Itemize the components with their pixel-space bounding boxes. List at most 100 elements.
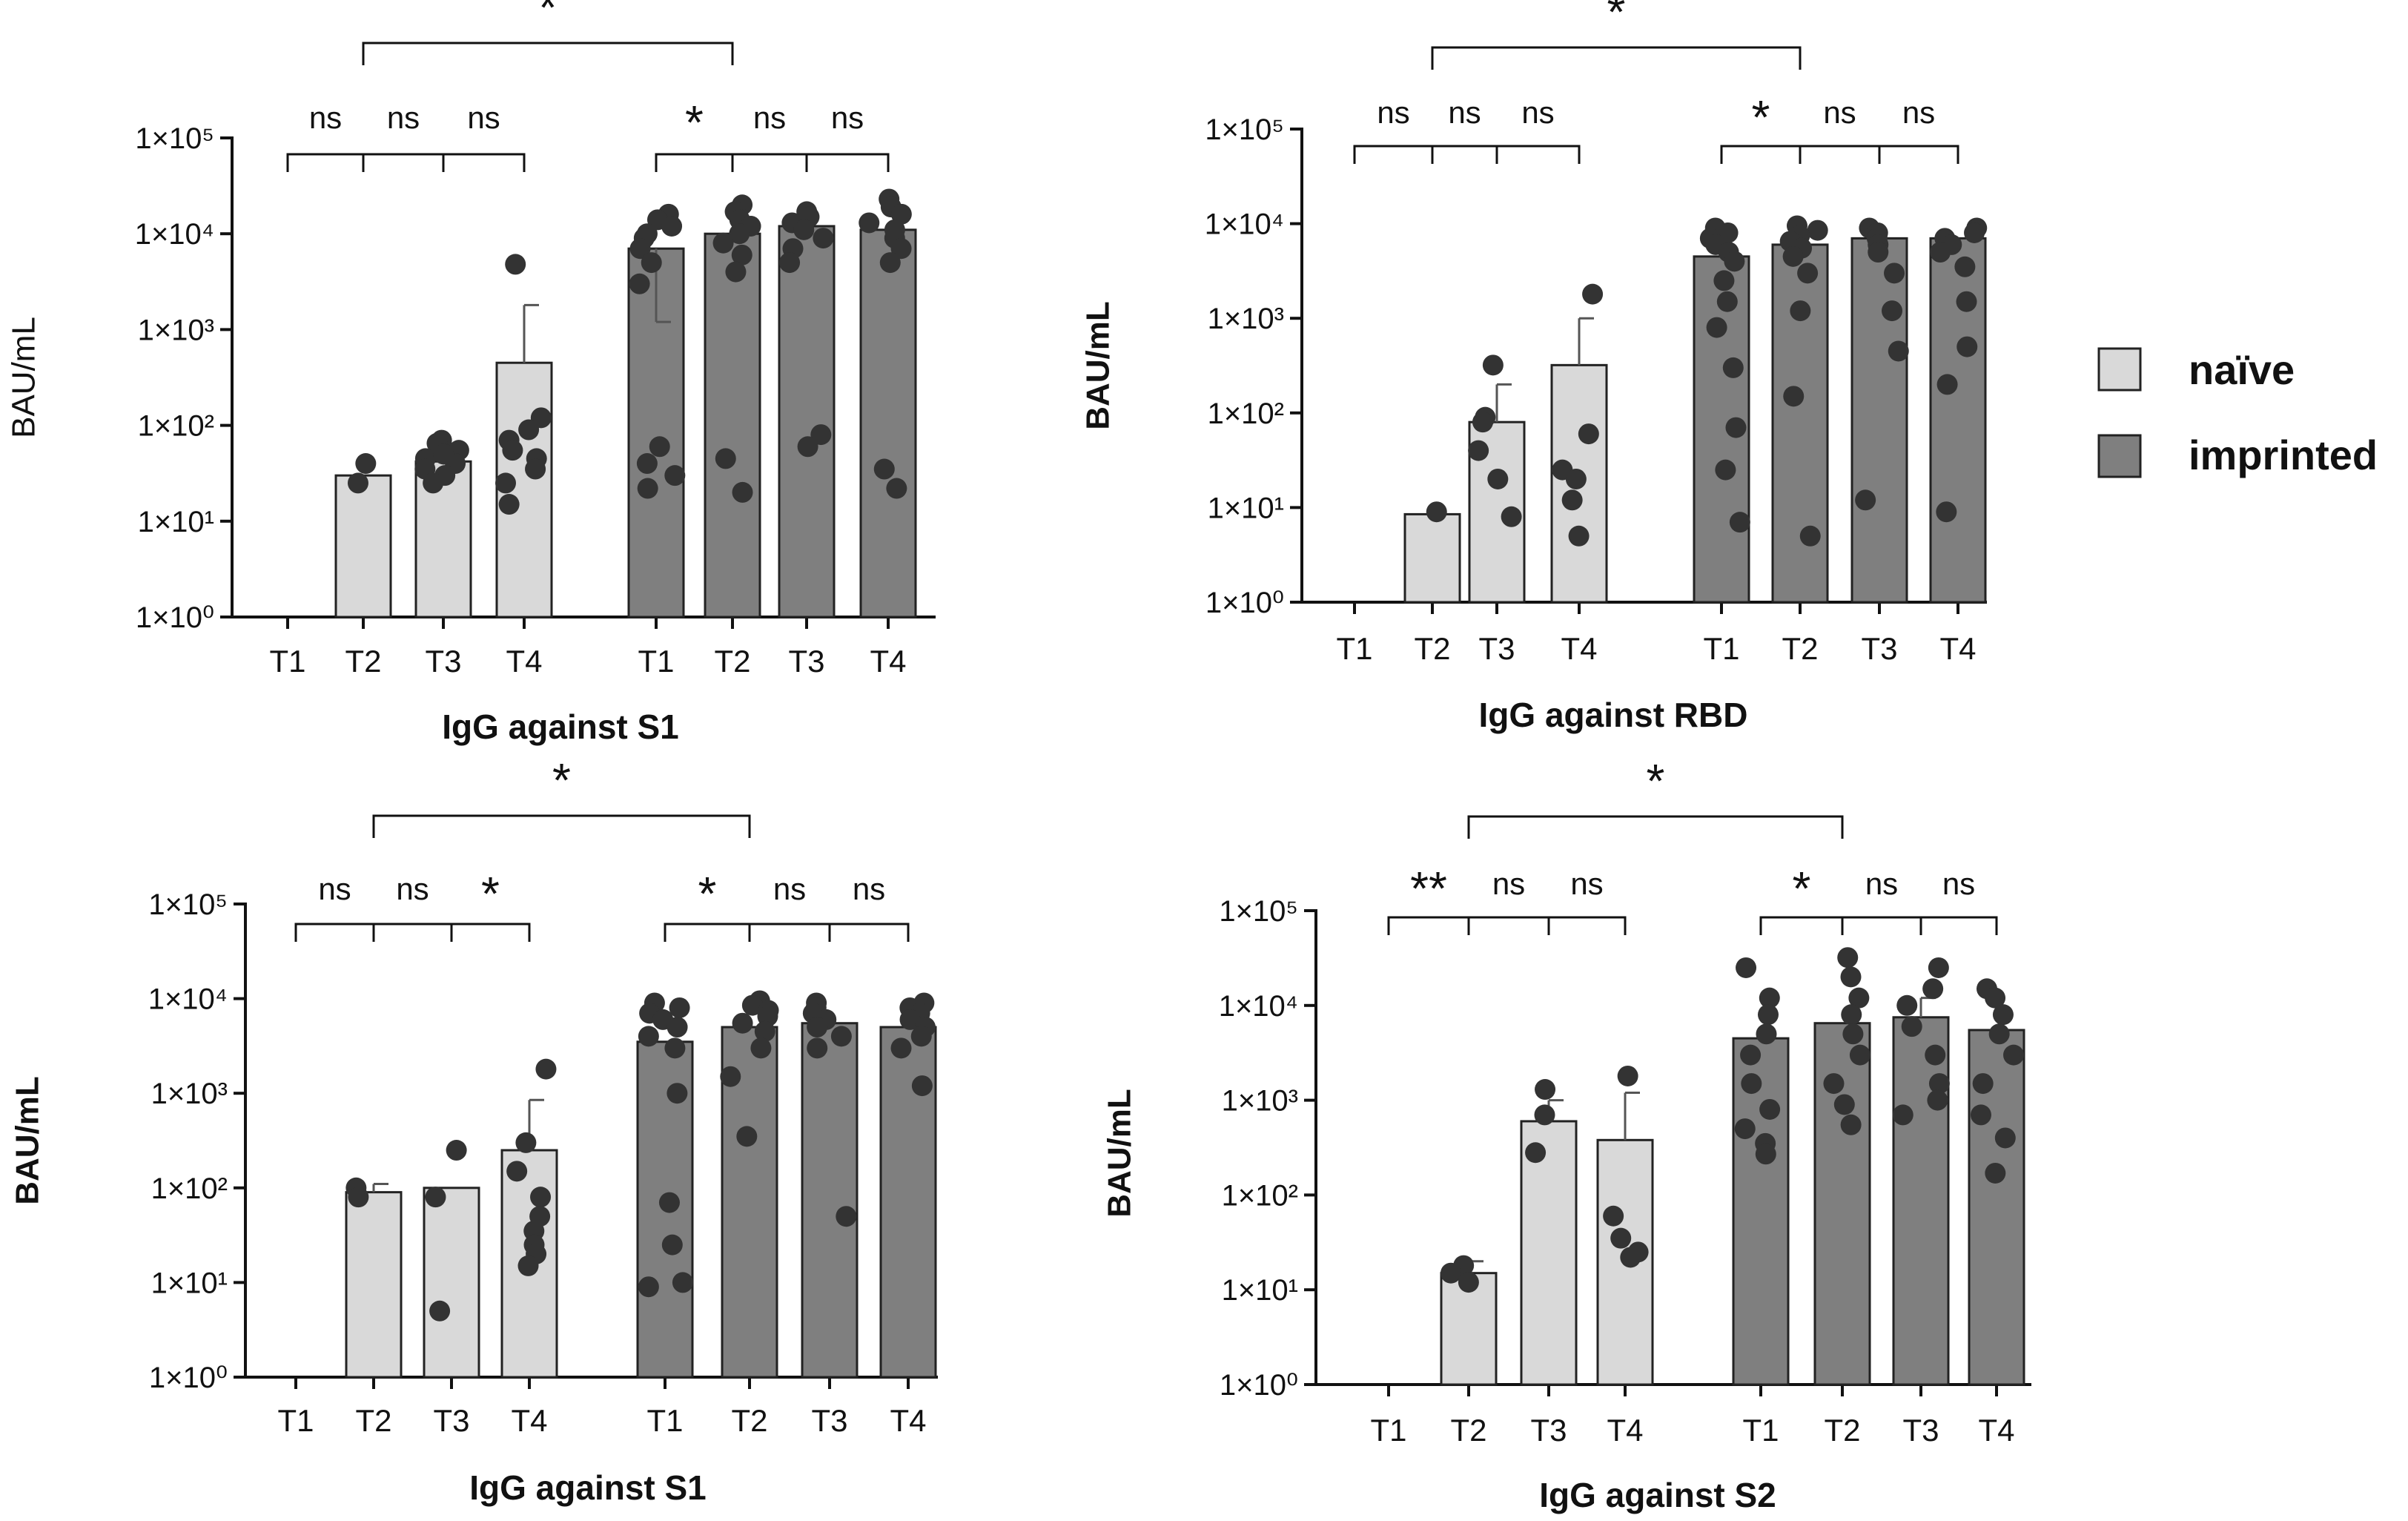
bar [778,225,836,618]
significance-label: ns [318,871,351,906]
data-point [732,1012,753,1034]
data-point [1565,468,1587,489]
data-point [1725,417,1747,438]
x-axis-title: IgG against S1 [442,707,679,746]
data-point [425,1187,446,1208]
x-tick-label: T1 [277,1403,314,1438]
data-point [1985,1162,2006,1184]
y-tick-label: 1×10³ [138,314,214,346]
significance-label: ns [1942,866,1975,901]
significance-label: ns [753,100,786,135]
data-point [720,1066,741,1087]
x-tick-label: T1 [1336,631,1372,666]
y-tick-label: 1×10¹ [1208,492,1284,524]
data-point [725,261,747,283]
significance-label: ns [1521,95,1554,130]
data-point [1578,423,1599,445]
data-point [797,436,818,458]
significance-label: ns [1823,95,1856,130]
data-point [637,478,658,499]
legend-label-naive: naïve [2189,346,2295,393]
y-tick-label: 1×10¹ [1222,1274,1298,1307]
significance-bracket [1547,916,1627,935]
data-point [1848,987,1870,1009]
significance-label: ** [1410,862,1447,915]
significance-label: * [552,753,571,807]
data-point [1759,987,1780,1009]
bar [1771,243,1829,604]
significance-bracket [748,923,831,942]
bar [1929,237,1987,604]
bar [801,1022,859,1379]
data-point [1849,1044,1870,1066]
y-tick-label: 1×10² [151,1172,228,1205]
x-axis-title: IgG against S2 [1539,1476,1776,1514]
x-tick-label: T3 [425,644,461,679]
x-axis-title: IgG against RBD [1479,696,1748,734]
data-point [1783,386,1805,407]
data-point [505,254,526,275]
x-tick-label: T4 [890,1403,926,1438]
significance-bracket [1353,145,1434,164]
significance-label: * [1647,754,1665,808]
data-point [836,1206,857,1227]
significance-bracket [1759,916,1844,935]
bar [1732,1037,1790,1386]
significance-label: * [698,867,717,920]
data-point [1729,512,1750,533]
chart-panel-4: 1×10⁰ 1×10¹ 1×10² 1×10³ 1×10⁴ 1×10⁵ T1 T2 T3 T4 T1… [1102,754,2031,1514]
data-point [1833,1094,1855,1115]
data-point [347,472,368,494]
data-point [910,1026,932,1047]
significance-label: ns [1570,866,1603,901]
x-tick-label: T3 [1902,1413,1939,1448]
data-point [433,443,454,465]
y-tick-label: 1×10⁵ [1219,895,1298,928]
data-point [525,458,546,480]
significance-bracket [362,42,734,65]
data-point [807,1017,828,1038]
x-tick-label: T2 [1450,1413,1486,1448]
data-point [429,1300,451,1322]
data-point [664,1037,686,1059]
data-point [729,223,750,245]
data-point [1715,459,1736,481]
data-point [1927,1089,1948,1111]
data-point [736,1126,758,1147]
data-point [1722,357,1744,378]
data-point [664,465,686,486]
x-tick-label: T4 [1607,1413,1643,1448]
y-tick-label: 1×10² [138,410,214,443]
data-point [1603,1205,1624,1227]
x-tick-label: T1 [638,644,674,679]
data-point [638,1276,659,1298]
data-point [1741,1073,1762,1095]
data-point [1901,1016,1922,1037]
data-point [1472,412,1493,433]
significance-bracket [362,153,445,172]
data-point [859,212,880,234]
data-point [629,238,651,260]
significance-bracket [828,923,910,942]
data-point [807,1037,828,1059]
significance-bracket [1495,145,1581,164]
data-point [1440,1262,1462,1284]
data-point [517,1255,539,1276]
significance-label: ns [387,100,420,135]
data-point [1992,1004,2014,1026]
data-point [1837,947,1859,969]
data-point [1985,987,2006,1009]
data-point [1925,1044,1946,1066]
data-point [1568,525,1590,547]
x-tick-label: T2 [1414,631,1450,666]
data-point [629,273,650,294]
y-tick-label: 1×10⁰ [149,1362,228,1394]
y-tick-label: 1×10⁰ [1205,587,1284,619]
data-point [879,252,901,274]
bar [1892,1016,1950,1386]
data-point [1759,1098,1781,1120]
data-point [754,1020,775,1042]
x-tick-label: T2 [355,1403,391,1438]
x-tick-label: T1 [1370,1413,1406,1448]
significance-bracket [1431,46,1802,70]
